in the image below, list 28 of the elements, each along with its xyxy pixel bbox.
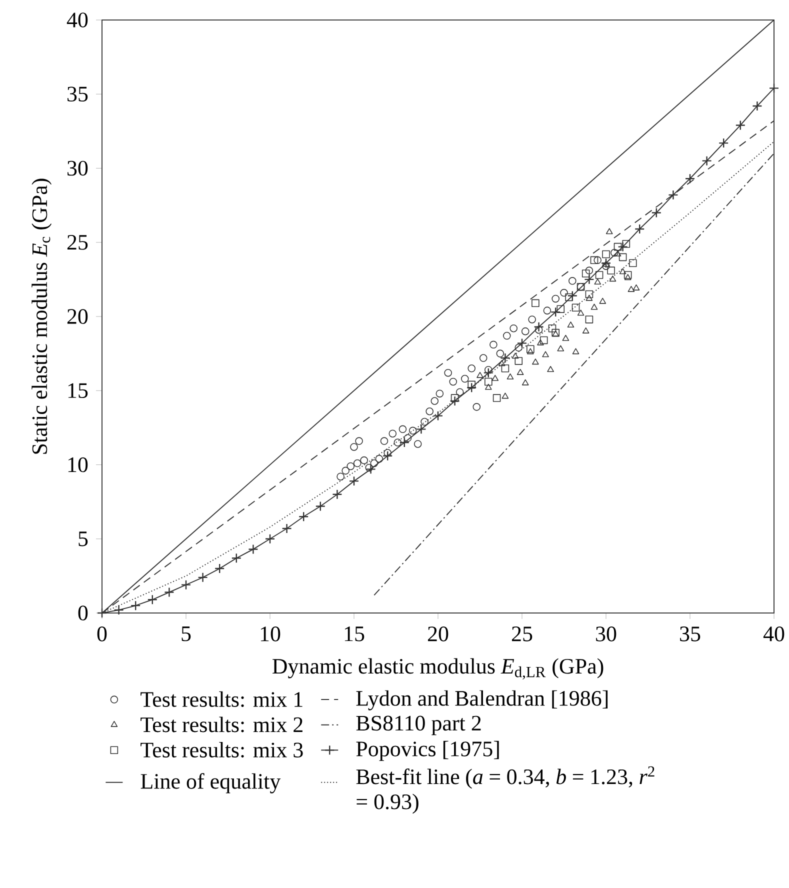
y-tick-label: 35 — [68, 86, 88, 102]
y-tick-label: 0 — [78, 606, 88, 620]
x-tick-label: 25 — [512, 626, 532, 642]
y-tick-label: 5 — [78, 532, 88, 546]
y-tick-label: 20 — [67, 309, 88, 324]
legend-label: Test results: mix 1 — [140, 691, 302, 707]
x-tick-label: 35 — [680, 626, 700, 642]
legend-label: Test results: mix 2 — [140, 716, 302, 732]
x-tick-label: 10 — [260, 626, 280, 642]
x-tick-label: 5 — [182, 626, 191, 642]
text: Best-fit line (a = 0.34, b = 1.23, r$^{2}$ = 0.93) — [356, 766, 654, 814]
x-tick-label: 30 — [596, 626, 616, 642]
legend-label: BS8110 part 2 — [356, 716, 481, 736]
legend-label: Line of equality — [140, 773, 281, 794]
x-tick-label: 40 — [763, 626, 784, 642]
y-tick-label: 10 — [68, 457, 88, 472]
y-tick-label: 15 — [68, 383, 88, 398]
x-tick-label: 15 — [344, 626, 364, 642]
y-axis-title: Static elastic modulus E$_{c}$ (GPa) — [32, 178, 52, 454]
y-tick-label: 25 — [67, 234, 88, 250]
legend-label: Test results: mix 3 — [140, 742, 303, 758]
legend-label: Popovics [1975] — [356, 740, 499, 761]
y-tick-label: 30 — [68, 160, 88, 176]
y-tick-label: 40 — [66, 12, 88, 28]
x-axis-title: Dynamic elastic modulus E$_{d,LR}$ (GPa) — [272, 658, 604, 680]
legend-label: Lydon and Balendran [1986] — [356, 690, 608, 710]
x-tick-label: 20 — [428, 626, 448, 642]
x-tick-label: 0 — [97, 626, 107, 642]
